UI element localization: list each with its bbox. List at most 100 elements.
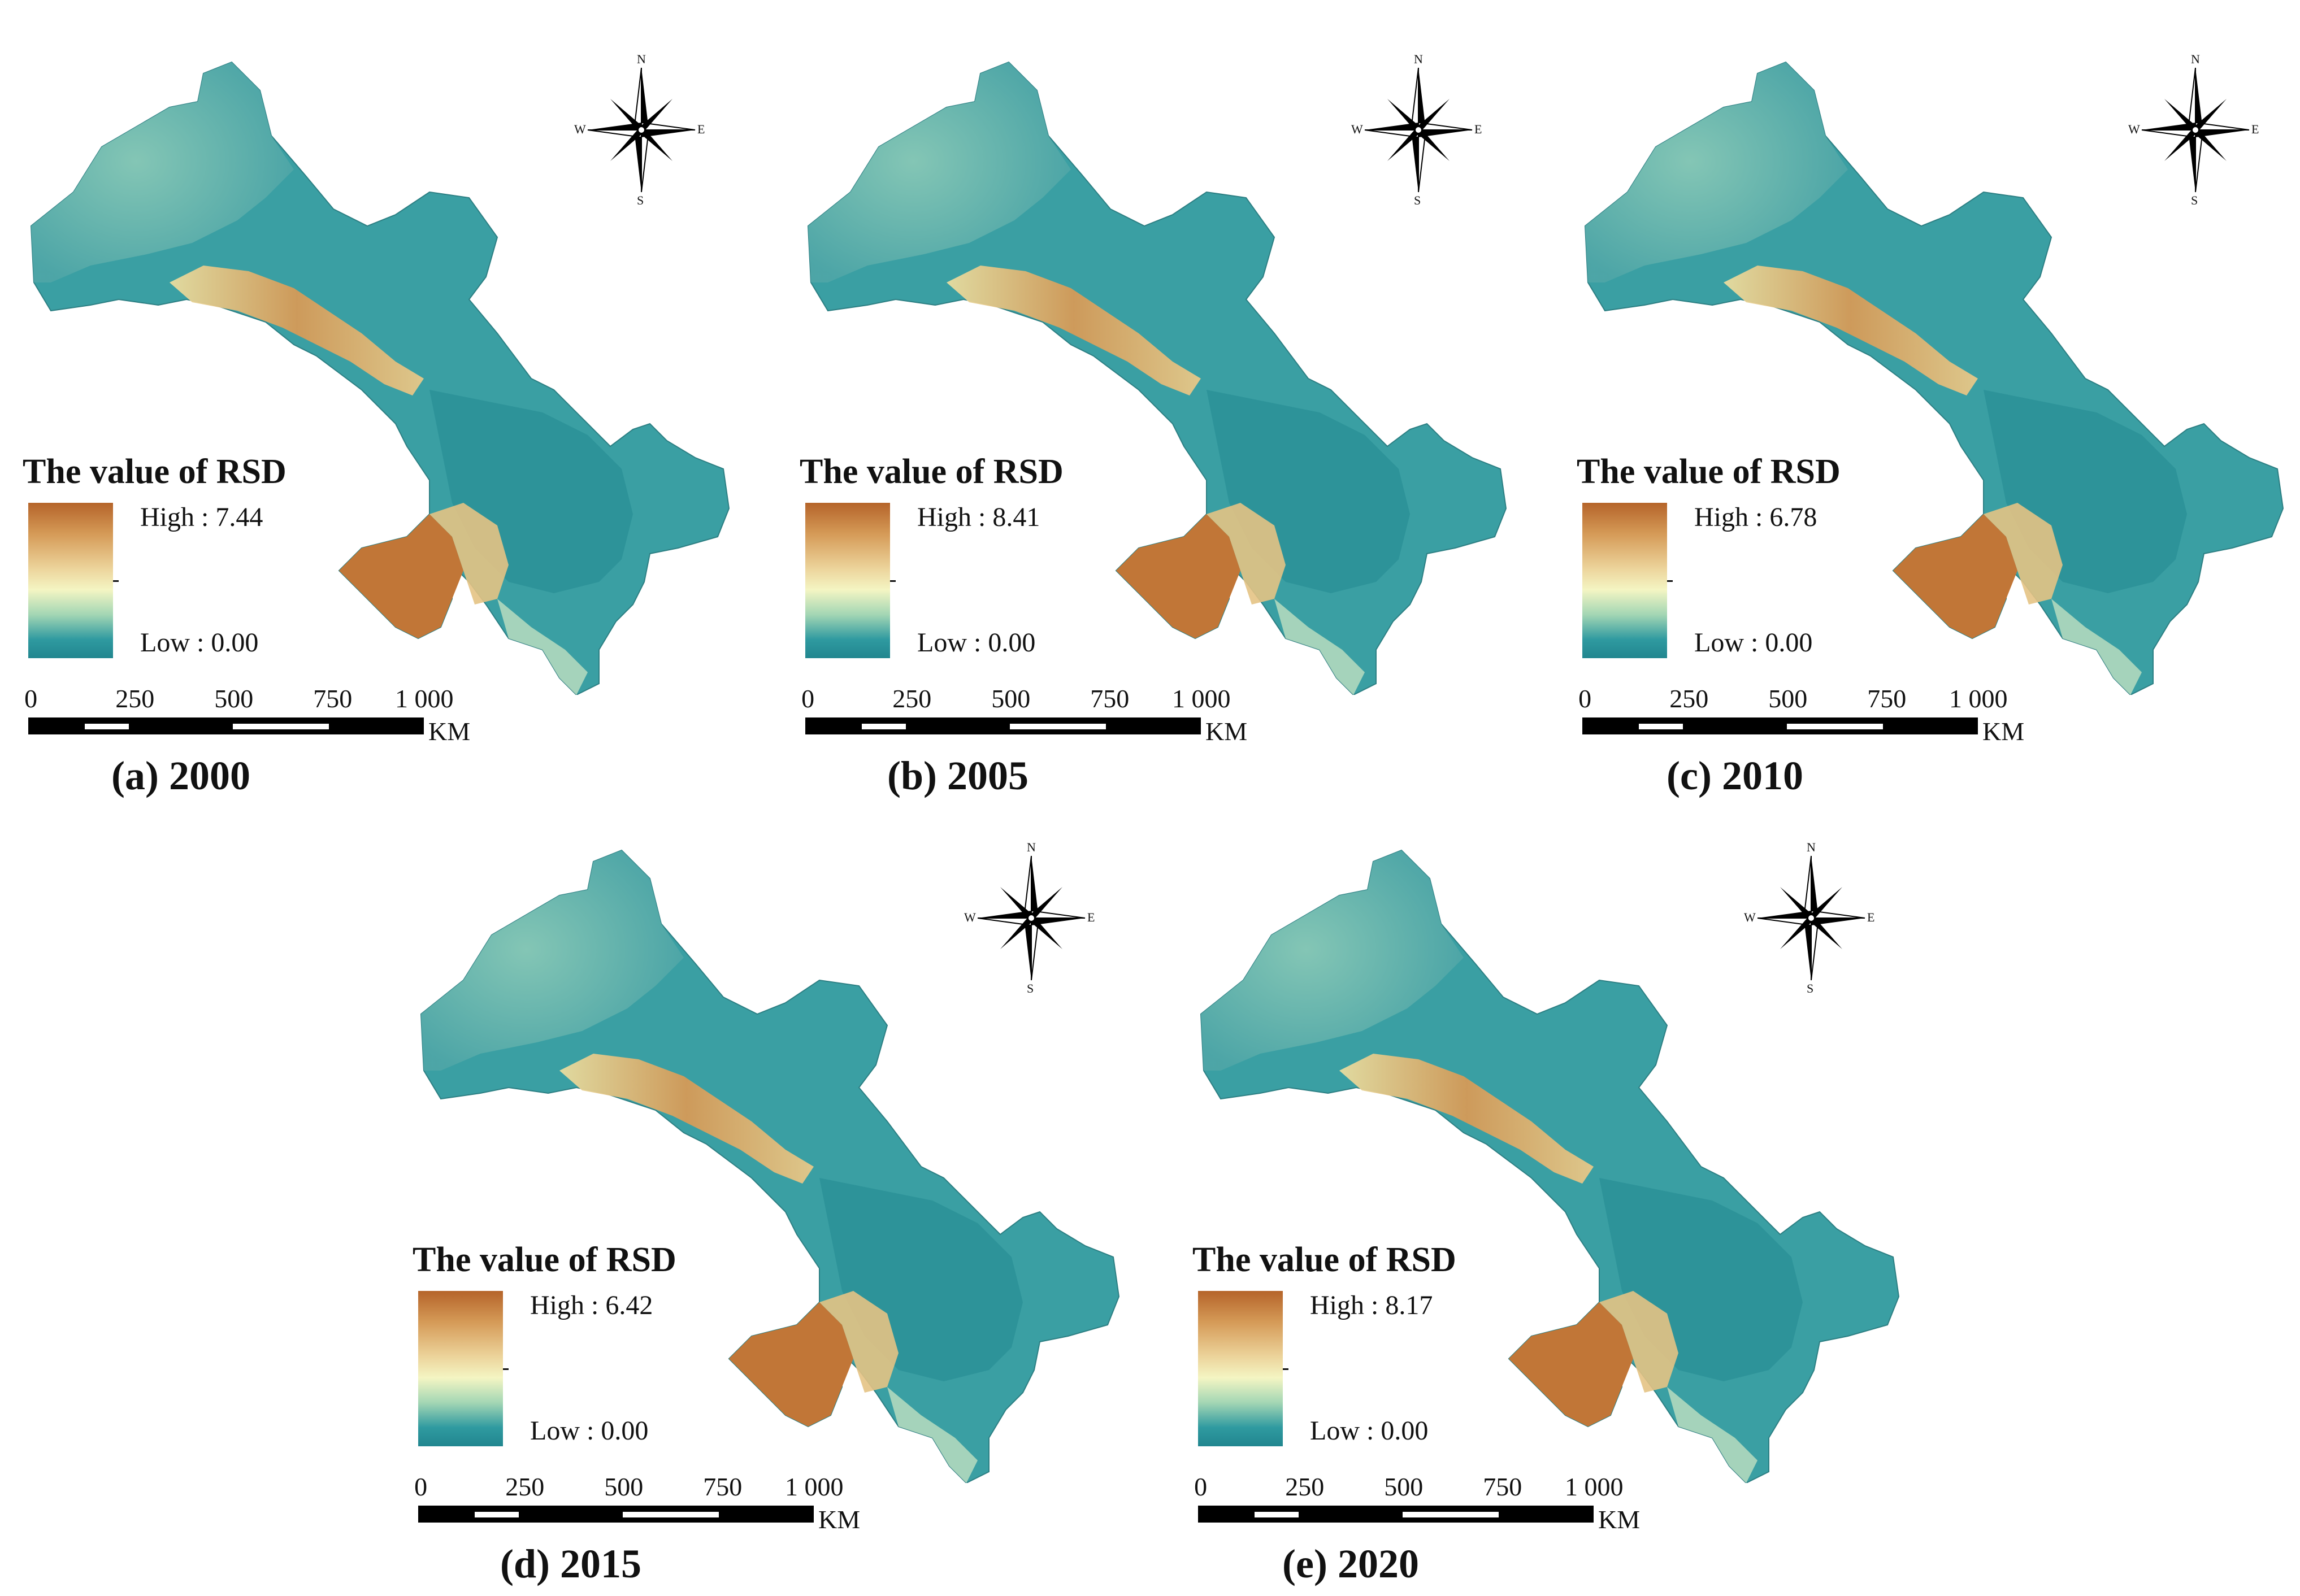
qilian-mountains xyxy=(170,266,424,395)
compass-w: W xyxy=(964,910,976,924)
panel-caption: (e) 2020 xyxy=(1282,1541,1419,1586)
qilian-mountains xyxy=(947,266,1201,395)
scale-tick-250: 250 xyxy=(892,684,932,713)
scale-tick-0: 0 xyxy=(24,684,38,713)
compass-e: E xyxy=(1087,910,1095,924)
scale-bar: 0 250 500 750 1 000 KM xyxy=(1578,684,2046,757)
scale-bar: 0 250 500 750 1 000 KM xyxy=(24,684,492,757)
compass-e: E xyxy=(2251,122,2259,136)
scale-tick-250: 250 xyxy=(1669,684,1709,713)
scale-tick-0: 0 xyxy=(801,684,815,713)
scale-unit: KM xyxy=(428,717,471,746)
legend-low-label: Low : 0.00 xyxy=(1310,1416,1429,1446)
rsd-map xyxy=(30,61,730,695)
northern-region xyxy=(1585,62,1848,282)
legend-title: The value of RSD xyxy=(800,453,1064,491)
qilian-mountains xyxy=(559,1054,814,1184)
map-panel-4: N S W E The value of RSD High : 6.42 Low… xyxy=(390,828,1170,1596)
legend-color-ramp xyxy=(418,1291,503,1446)
compass-w: W xyxy=(2128,122,2140,136)
legend-high-label: High : 6.42 xyxy=(530,1290,653,1320)
north-arrow-compass-icon xyxy=(1757,855,1865,981)
north-arrow-compass-icon xyxy=(587,67,696,193)
compass-w: W xyxy=(1351,122,1363,136)
scale-segment xyxy=(1010,724,1106,729)
legend-tick xyxy=(503,1368,509,1370)
gannan-high-zone xyxy=(729,1302,853,1427)
scale-segment xyxy=(1787,724,1883,729)
rsd-map xyxy=(420,849,1120,1483)
scale-segment xyxy=(1639,724,1683,729)
map-panel-2: N S W E The value of RSD High : 8.41 Low… xyxy=(777,40,1557,808)
scale-segment xyxy=(1255,1512,1299,1517)
compass-s: S xyxy=(2191,193,2198,207)
scale-bar: 0 250 500 750 1 000 KM xyxy=(801,684,1269,757)
gannan-mid-zone xyxy=(1984,503,2063,605)
legend-color-ramp xyxy=(1582,503,1667,658)
scale-tick-500: 500 xyxy=(1768,684,1808,713)
scale-bar-graphic xyxy=(1582,717,1978,734)
qilian-mountains xyxy=(1724,266,1978,395)
gannan-high-zone xyxy=(339,514,463,638)
gannan-mid-zone xyxy=(429,503,509,605)
legend-title: The value of RSD xyxy=(413,1241,676,1279)
scale-bar-graphic xyxy=(805,717,1201,734)
scale-tick-0: 0 xyxy=(1578,684,1592,713)
legend-tick xyxy=(1283,1368,1288,1370)
compass-e: E xyxy=(1867,910,1875,924)
scale-tick-500: 500 xyxy=(214,684,254,713)
legend-high-label: High : 8.17 xyxy=(1310,1290,1433,1320)
gannan-mid-zone xyxy=(1599,1291,1678,1393)
panel-caption: (b) 2005 xyxy=(887,753,1029,798)
scale-tick-750: 750 xyxy=(1090,684,1130,713)
scale-unit: KM xyxy=(1205,717,1248,746)
scale-tick-500: 500 xyxy=(1384,1472,1424,1501)
compass-s: S xyxy=(1414,193,1421,207)
scale-bar-graphic xyxy=(28,717,424,734)
scale-tick-1000: 1 000 xyxy=(1564,1472,1624,1501)
gannan-high-zone xyxy=(1893,514,2017,638)
map-panel-5: N S W E The value of RSD High : 8.17 Low… xyxy=(1170,828,1950,1596)
southern-region xyxy=(1667,1387,1757,1483)
legend-title: The value of RSD xyxy=(1192,1241,1456,1279)
legend-tick xyxy=(1667,580,1673,582)
compass-e: E xyxy=(697,122,705,136)
compass-rose: N S W E xyxy=(964,839,1095,997)
scale-tick-750: 750 xyxy=(1867,684,1907,713)
legend-high-label: High : 7.44 xyxy=(140,502,263,532)
scale-bar: 0 250 500 750 1 000 KM xyxy=(1194,1472,1661,1545)
legend-low-label: Low : 0.00 xyxy=(530,1416,649,1446)
legend-title: The value of RSD xyxy=(1577,453,1841,491)
legend-tick xyxy=(113,580,119,582)
scale-tick-1000: 1 000 xyxy=(1171,684,1231,713)
northern-region xyxy=(1201,850,1464,1071)
compass-n: N xyxy=(2191,52,2200,66)
map-panel-3: N S W E The value of RSD High : 6.78 Low… xyxy=(1554,40,2300,808)
scale-bar: 0 250 500 750 1 000 KM xyxy=(414,1472,882,1545)
scale-unit: KM xyxy=(1598,1505,1641,1534)
compass-rose: N S W E xyxy=(574,51,705,209)
compass-s: S xyxy=(1027,981,1034,995)
rsd-map xyxy=(1200,849,1900,1483)
northern-region xyxy=(808,62,1071,282)
north-arrow-compass-icon xyxy=(1364,67,1473,193)
scale-tick-1000: 1 000 xyxy=(1949,684,2008,713)
compass-rose: N S W E xyxy=(2128,51,2259,209)
compass-n: N xyxy=(637,52,646,66)
legend-low-label: Low : 0.00 xyxy=(1694,628,1813,658)
legend-title: The value of RSD xyxy=(23,453,287,491)
scale-tick-0: 0 xyxy=(1194,1472,1208,1501)
legend-color-ramp xyxy=(28,503,113,658)
northern-region xyxy=(421,850,684,1071)
north-arrow-compass-icon xyxy=(2141,67,2250,193)
compass-n: N xyxy=(1414,52,1423,66)
rsd-map xyxy=(807,61,1507,695)
compass-w: W xyxy=(1744,910,1756,924)
southern-region xyxy=(497,599,588,695)
gannan-high-zone xyxy=(1116,514,1240,638)
scale-segment xyxy=(862,724,906,729)
scale-tick-1000: 1 000 xyxy=(394,684,454,713)
scale-tick-1000: 1 000 xyxy=(784,1472,844,1501)
legend-high-label: High : 8.41 xyxy=(917,502,1040,532)
gannan-mid-zone xyxy=(819,1291,899,1393)
